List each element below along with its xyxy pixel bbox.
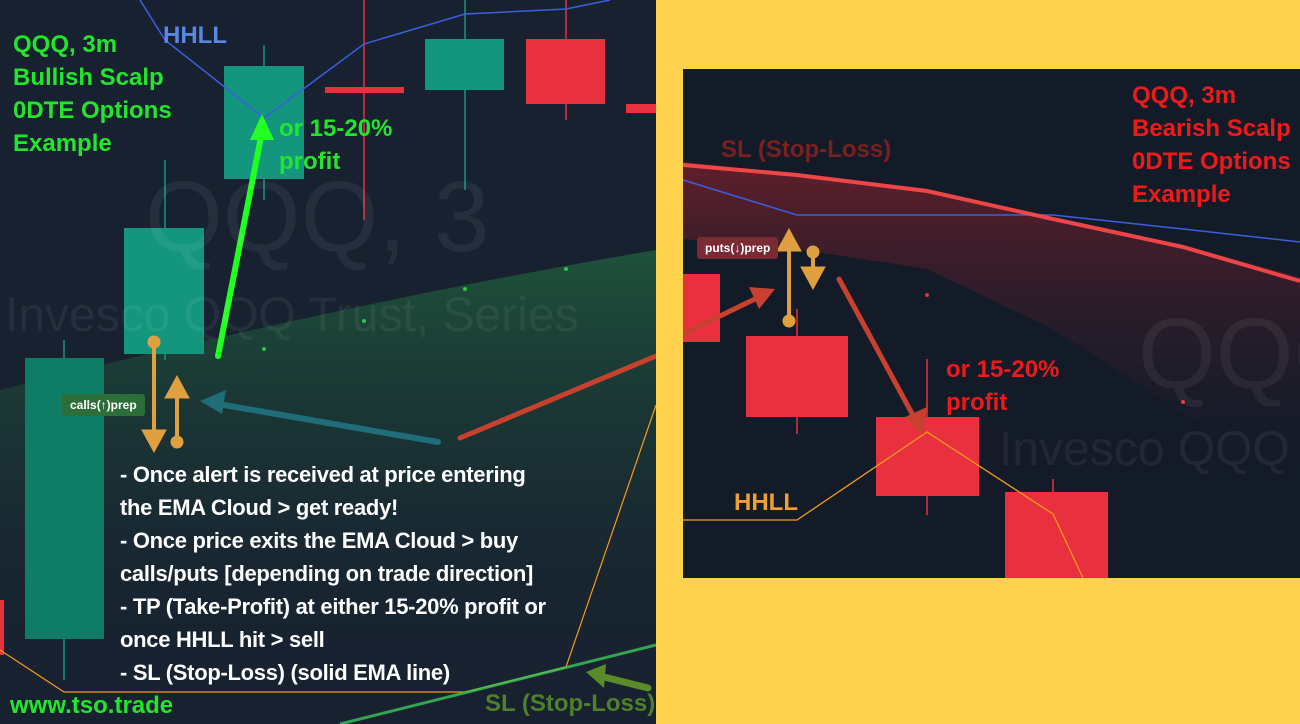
profit-line: profit — [946, 389, 1008, 416]
website-link[interactable]: www.tso.trade — [10, 692, 174, 719]
title-line: Bullish Scalp — [13, 64, 164, 91]
cross-panel-arrow — [457, 353, 656, 441]
profit-line: profit — [279, 148, 341, 175]
hhll-line — [683, 431, 1084, 578]
sl-arrowhead — [586, 664, 606, 688]
tp-arrowhead — [905, 407, 927, 435]
green-arrowhead — [250, 114, 274, 140]
ema-dots — [262, 267, 568, 351]
instruction-line: - SL (Stop-Loss) (solid EMA line) — [120, 660, 450, 685]
instruction-line: the EMA Cloud > get ready! — [120, 495, 399, 520]
title-line: Bearish Scalp — [1132, 115, 1291, 142]
entry-arrows — [141, 335, 190, 454]
sl-arrow — [596, 672, 652, 692]
bearish-chart-panel: QQQ Invesco QQQ SL (Stop-Loss) QQQ, 3m B… — [683, 69, 1300, 578]
title-line: 0DTE Options — [13, 97, 172, 124]
watermark-symbol: QQQ — [1138, 298, 1300, 410]
bear-candle — [746, 336, 848, 417]
bullish-title: QQQ, 3m Bullish Scalp 0DTE Options Examp… — [13, 28, 172, 160]
watermark-name: Invesco QQQ Trust, Series — [5, 289, 579, 342]
stop-loss-line — [683, 163, 1300, 283]
hhll-label: HHLL — [734, 489, 798, 516]
stop-loss-line — [339, 643, 656, 724]
teal-arrowhead — [200, 390, 226, 414]
sl-label: SL (Stop-Loss) — [721, 136, 892, 163]
bear-candle — [325, 87, 404, 93]
puts-prep-tag: puts(↓)prep — [697, 237, 779, 259]
cross-panel-arrowhead — [749, 287, 775, 309]
green-arrow — [215, 129, 265, 359]
hhll-line — [139, 0, 611, 119]
bearish-title: QQQ, 3m Bearish Scalp 0DTE Options Examp… — [1132, 79, 1291, 211]
instruction-line: - TP (Take-Profit) at either 15-20% prof… — [120, 594, 546, 619]
watermark-symbol: QQQ, 3 — [145, 161, 490, 273]
bear-candle — [1005, 492, 1108, 578]
bear-candle — [0, 600, 4, 655]
bear-candle — [876, 417, 979, 496]
watermark-name: Invesco QQQ — [999, 423, 1290, 476]
bearish-chart-canvas — [683, 162, 1300, 578]
hhll-label: HHLL — [163, 22, 227, 49]
cross-panel-arrow — [683, 294, 762, 337]
title-line: Example — [1132, 181, 1231, 208]
title-line: QQQ, 3m — [13, 31, 118, 58]
entry-arrows — [776, 227, 826, 328]
blue-line — [683, 179, 1300, 243]
profit-line: or 15-20% — [946, 356, 1060, 383]
teal-arrow — [215, 401, 441, 445]
title-line: QQQ, 3m — [1132, 82, 1237, 109]
profit-line: or 15-20% — [279, 115, 393, 142]
bear-candle — [526, 39, 605, 104]
instruction-line: once HHLL hit > sell — [120, 627, 325, 652]
bullish-chart-panel: QQQ, 3 Invesco QQQ Trust, Series QQQ, 3m… — [0, 0, 656, 724]
bull-candle — [124, 228, 204, 354]
title-line: 0DTE Options — [1132, 148, 1291, 175]
instruction-line: calls/puts [depending on trade direction… — [120, 561, 534, 586]
title-line: Example — [13, 130, 112, 157]
profit-label: or 15-20% profit — [946, 353, 1059, 419]
tp-arrow — [836, 276, 918, 422]
ema-cloud — [0, 250, 656, 724]
bull-candle — [425, 39, 504, 90]
instruction-line: - Once price exits the EMA Cloud > buy — [120, 528, 518, 553]
ema-dots — [925, 293, 1185, 404]
bear-candle — [626, 104, 656, 113]
calls-prep-tag: calls(↑)prep — [62, 394, 145, 416]
instructions: - Once alert is received at price enteri… — [120, 458, 640, 689]
sl-label: SL (Stop-Loss) — [485, 690, 656, 717]
profit-label: or 15-20% profit — [279, 112, 392, 178]
ema-cloud — [683, 162, 1300, 489]
instruction-line: - Once alert is received at price enteri… — [120, 462, 526, 487]
